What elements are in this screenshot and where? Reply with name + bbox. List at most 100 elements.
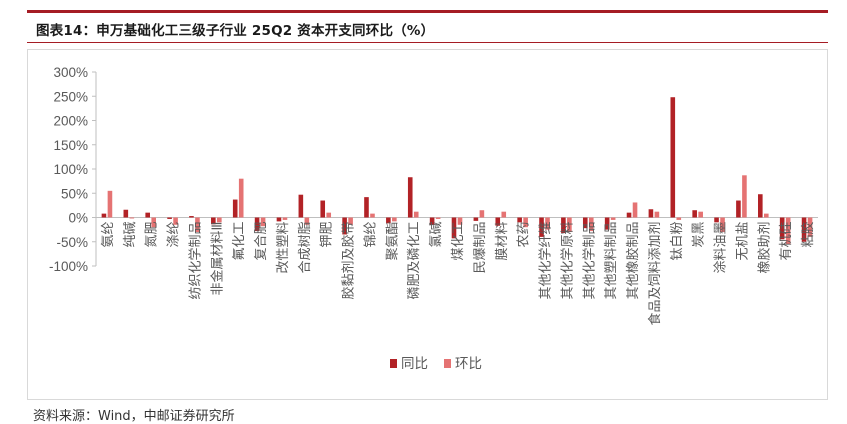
bar-yoy-24 — [626, 212, 632, 218]
bar-qoq-1 — [129, 217, 135, 219]
x-category-label: 粘胶 — [800, 222, 816, 248]
x-category-label: 膜材料 — [495, 222, 510, 261]
bar-yoy-3 — [167, 217, 172, 219]
x-category-label: 涂料油墨 — [713, 222, 729, 274]
bar-qoq-29 — [742, 175, 747, 218]
bar-qoq-23 — [610, 217, 616, 220]
y-tick-label: 250% — [53, 89, 88, 104]
x-category-label: 有机硅 — [779, 222, 794, 261]
x-category-label: 氨纶 — [101, 222, 116, 248]
bar-yoy-4 — [189, 216, 194, 218]
y-tick-label: 200% — [53, 114, 88, 129]
bar-yoy-12 — [364, 197, 369, 218]
bar-qoq-22 — [588, 217, 594, 232]
bar-qoq-4 — [195, 217, 200, 233]
y-tick-label: 50% — [61, 186, 88, 201]
title-underline — [27, 42, 828, 43]
bar-chart: -100% -50% 0% 50% 100% 150% 200% 250% 300% 氨纶 纯碱氮… — [49, 65, 818, 372]
legend-swatch-1 — [444, 359, 451, 368]
bar-yoy-17 — [473, 217, 479, 221]
bar-yoy-28 — [714, 217, 719, 223]
bar-yoy-30 — [758, 194, 763, 218]
bar-yoy-9 — [298, 194, 304, 218]
x-category-label: 农药 — [517, 222, 532, 248]
source-note: 资料来源：Wind，中邮证券研究所 — [33, 409, 235, 424]
bar-qoq-21 — [567, 217, 572, 233]
bars-layer — [101, 97, 813, 245]
y-tick-label: -50% — [56, 235, 88, 250]
bar-yoy-23 — [604, 217, 610, 230]
bar-qoq-0 — [107, 190, 113, 218]
legend-label-0: 同比 — [401, 356, 428, 372]
legend: 同比 环比 — [390, 356, 482, 372]
bar-qoq-14 — [413, 211, 419, 218]
x-category-label: 磷肥及磷化工 — [407, 222, 422, 300]
bar-yoy-2 — [145, 212, 150, 218]
bar-yoy-16 — [451, 217, 457, 239]
x-category-label: 纯碱 — [123, 222, 138, 248]
bar-qoq-16 — [457, 217, 463, 225]
x-category-label: 民爆制品 — [473, 222, 488, 274]
bar-yoy-29 — [736, 200, 741, 218]
bar-qoq-5 — [217, 217, 222, 223]
bar-qoq-6 — [238, 178, 244, 218]
y-tick-label: 100% — [53, 162, 88, 177]
bar-qoq-25 — [654, 211, 660, 218]
bar-yoy-8 — [276, 217, 282, 222]
bar-yoy-11 — [342, 217, 347, 235]
x-category-label: 胶黏剂及胶带 — [341, 222, 357, 300]
y-tick-label: -100% — [49, 259, 88, 274]
bar-yoy-22 — [582, 217, 588, 229]
bar-yoy-26 — [670, 97, 676, 218]
bar-qoq-32 — [807, 217, 813, 237]
bar-qoq-19 — [523, 217, 528, 228]
bar-qoq-10 — [326, 212, 332, 218]
x-category-label: 锦纶 — [363, 222, 378, 248]
legend-label-1: 环比 — [455, 356, 482, 372]
bar-qoq-24 — [632, 202, 638, 218]
x-category-label: 其他化学纤维 — [538, 222, 554, 300]
x-category-label: 煤化工 — [451, 222, 466, 261]
bar-yoy-7 — [254, 217, 260, 232]
bar-yoy-13 — [386, 217, 391, 224]
x-category-label: 橡胶助剂 — [756, 222, 772, 274]
x-category-label: 复合肥 — [254, 222, 269, 261]
bar-qoq-15 — [435, 217, 441, 219]
x-category-label: 氯碱 — [429, 222, 444, 248]
bar-qoq-11 — [348, 217, 353, 225]
bar-yoy-15 — [429, 217, 435, 225]
bar-yoy-5 — [211, 217, 216, 225]
bar-qoq-20 — [545, 217, 550, 230]
x-category-label: 氟化工 — [232, 222, 247, 261]
bar-qoq-13 — [392, 217, 397, 222]
bar-qoq-9 — [304, 217, 310, 225]
x-category-label: 其他塑料制品 — [604, 222, 619, 300]
top-accent-rule — [27, 10, 828, 13]
bar-qoq-27 — [698, 211, 703, 218]
y-tick-label: 0% — [68, 211, 88, 226]
bar-qoq-12 — [370, 213, 375, 218]
chart-frame: -100% -50% 0% 50% 100% 150% 200% 250% 300% 氨纶 纯碱氮… — [27, 49, 828, 400]
x-category-label: 炭黑 — [692, 222, 707, 248]
x-category-label: 钾肥 — [320, 222, 335, 248]
x-category-label: 其他橡胶制品 — [625, 222, 641, 300]
x-category-label: 氮肥 — [145, 222, 160, 248]
x-category-label: 其他化学制品 — [581, 222, 597, 300]
bar-yoy-6 — [232, 199, 238, 218]
bar-qoq-18 — [501, 211, 507, 218]
x-category-label: 非金属材料Ⅲ — [209, 222, 225, 296]
bar-yoy-14 — [407, 177, 413, 218]
bar-qoq-7 — [260, 217, 266, 227]
bar-yoy-19 — [517, 217, 522, 223]
y-tick-label: 300% — [53, 65, 88, 80]
x-category-label: 合成树脂 — [298, 222, 313, 274]
bar-yoy-20 — [539, 217, 544, 237]
bar-qoq-17 — [479, 210, 485, 218]
bar-qoq-31 — [785, 217, 791, 245]
bar-qoq-26 — [676, 217, 682, 220]
x-category-label: 钛白粉 — [669, 222, 685, 261]
bar-yoy-25 — [648, 209, 654, 218]
bar-qoq-3 — [173, 217, 178, 225]
x-category-label: 无机盐 — [735, 222, 750, 261]
bar-yoy-0 — [101, 213, 107, 218]
